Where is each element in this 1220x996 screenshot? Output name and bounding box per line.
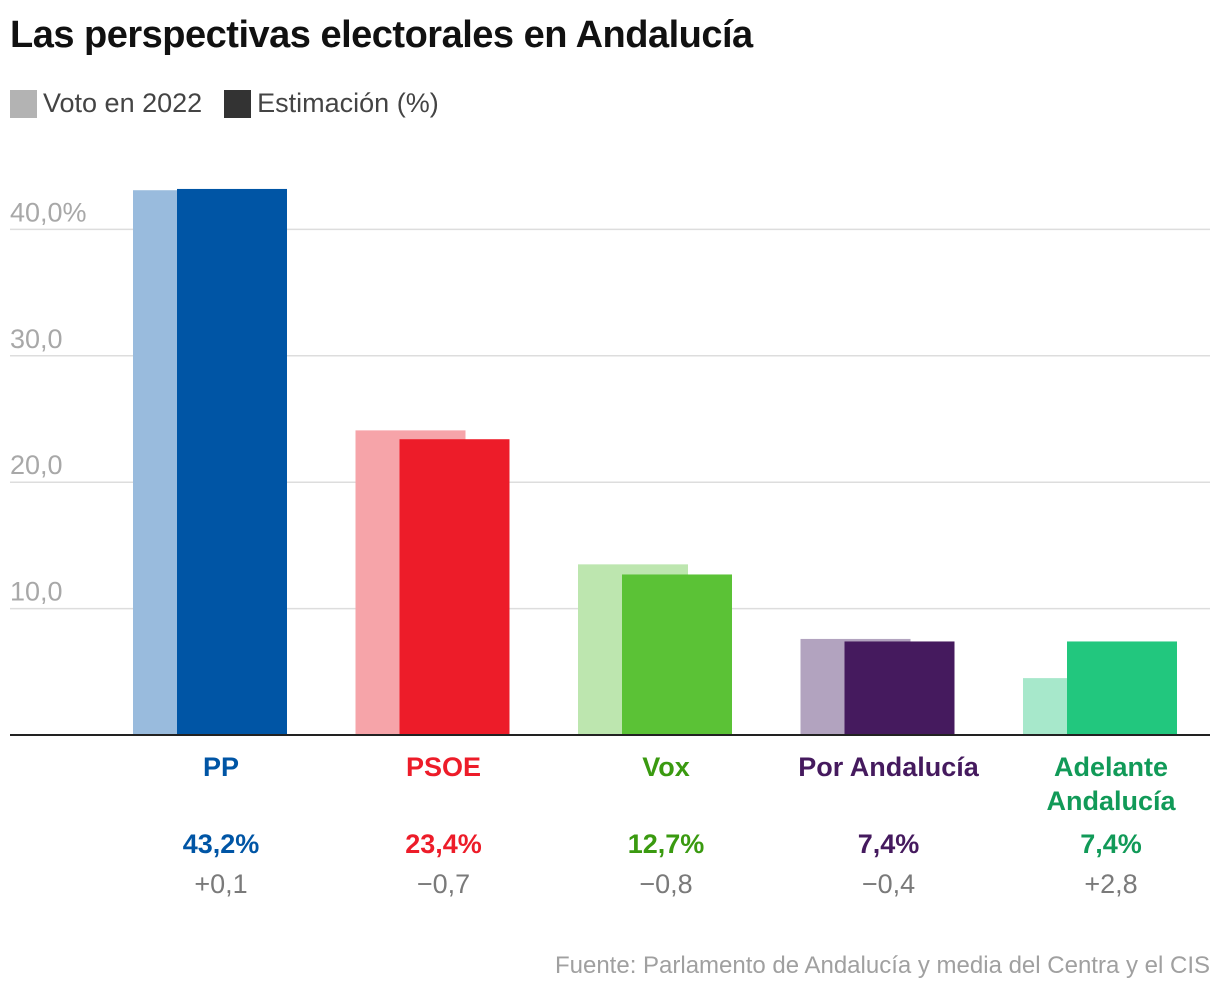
chart-title: Las perspectivas electorales en Andalucí… <box>10 14 753 56</box>
category-label-1-0: PSOE <box>406 752 481 782</box>
category-label-3-0: Por Andalucía <box>798 752 980 782</box>
bar-estimacion-2 <box>622 574 732 735</box>
legend-label-estimacion: Estimación (%) <box>257 88 439 118</box>
estimate-label-2: 12,7% <box>628 829 705 859</box>
estimate-label-1: 23,4% <box>405 829 482 859</box>
bar-estimacion-1 <box>399 439 510 735</box>
category-label-4-1: Andalucía <box>1046 786 1176 816</box>
bar-estimacion-3 <box>844 641 955 735</box>
bar-estimacion-0 <box>177 188 287 735</box>
change-label-1: −0,7 <box>417 869 470 899</box>
category-label-2-0: Vox <box>642 752 690 782</box>
legend-item-estimacion: Estimación (%) <box>224 88 439 119</box>
chart-legend: Voto en 2022 Estimación (%) <box>10 88 461 119</box>
estimate-label-0: 43,2% <box>183 829 260 859</box>
legend-item-voto-2022: Voto en 2022 <box>10 88 202 119</box>
category-label-4-0: Adelante <box>1054 752 1168 782</box>
legend-swatch-voto-2022 <box>10 89 37 118</box>
change-label-4: +2,8 <box>1084 869 1137 899</box>
change-label-2: −0,8 <box>639 869 692 899</box>
category-label-0-0: PP <box>203 752 239 782</box>
y-tick-label-3: 40,0% <box>10 197 87 227</box>
legend-swatch-estimacion <box>224 89 252 118</box>
y-tick-label-0: 10,0 <box>10 577 63 607</box>
y-tick-label-1: 20,0 <box>10 450 63 480</box>
change-label-0: +0,1 <box>194 869 247 899</box>
bar-chart: 10,0 20,0 30,0 40,0% PP 43,2% +0,1 PSOE 23,4% −0,… <box>10 188 1210 899</box>
legend-label-voto-2022: Voto en 2022 <box>43 88 203 118</box>
source-note: Fuente: Parlamento de Andalucía y media … <box>554 952 1210 979</box>
estimate-label-4: 7,4% <box>1080 829 1142 859</box>
change-label-3: −0,4 <box>862 869 915 899</box>
bar-estimacion-4 <box>1067 641 1177 735</box>
y-tick-label-2: 30,0 <box>10 324 63 354</box>
estimate-label-3: 7,4% <box>858 829 920 859</box>
